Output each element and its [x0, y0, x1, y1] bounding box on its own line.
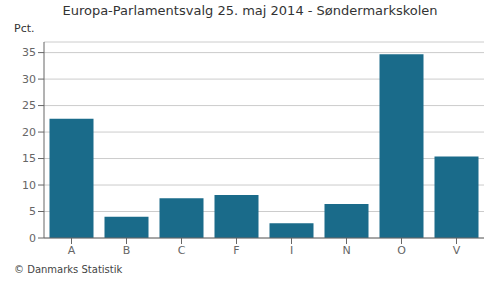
svg-text:A: A: [68, 244, 76, 257]
svg-text:C: C: [178, 244, 186, 257]
svg-text:V: V: [453, 244, 461, 257]
svg-text:10: 10: [22, 179, 36, 192]
svg-text:15: 15: [22, 152, 36, 165]
svg-text:0: 0: [29, 232, 36, 245]
svg-text:25: 25: [22, 99, 36, 112]
html-text:Europa-Parlamentsvalg 25. maj: Europa-Parlamentsvalg 25. maj 2014 - Søn…: [62, 3, 438, 18]
svg-text:I: I: [290, 244, 293, 257]
svg-text:F: F: [233, 244, 239, 257]
html-text:Pct.: Pct.: [14, 22, 35, 35]
svg-text:30: 30: [22, 73, 36, 86]
svg-text:5: 5: [29, 205, 36, 218]
svg-text:O: O: [397, 244, 406, 257]
svg-text:20: 20: [22, 126, 36, 139]
svg-text:N: N: [342, 244, 350, 257]
svg-text:B: B: [123, 244, 131, 257]
html-text:© Danmarks Statistik: © Danmarks Statistik: [14, 264, 123, 275]
svg-text:35: 35: [22, 46, 36, 59]
